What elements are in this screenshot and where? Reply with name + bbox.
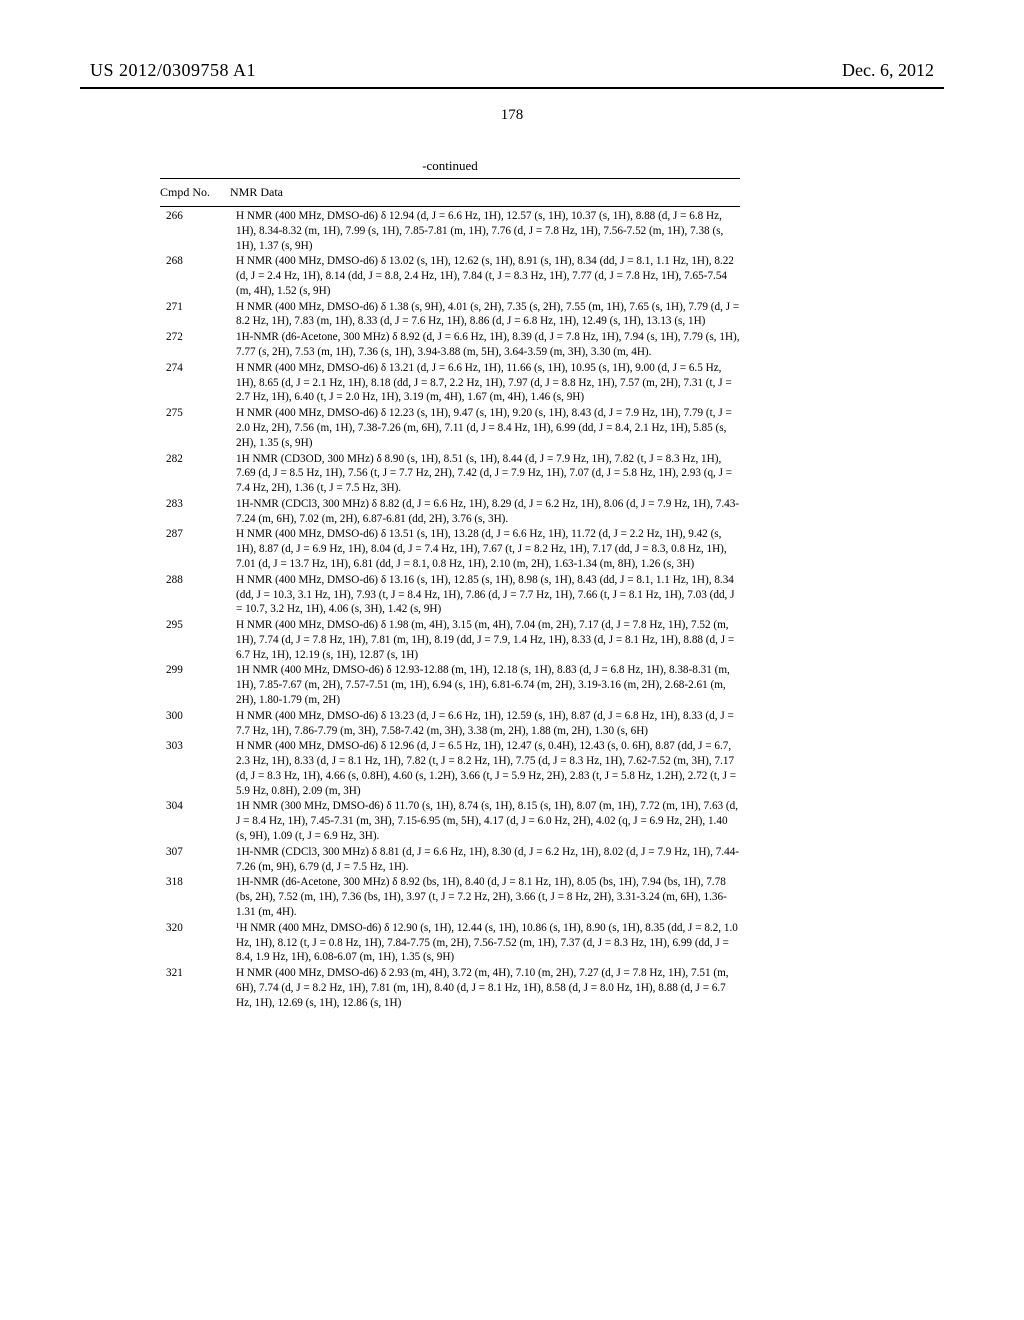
cell-cmpd-no: 272 — [160, 330, 236, 360]
cell-nmr-data: H NMR (400 MHz, DMSO-d6) δ 2.93 (m, 4H),… — [236, 966, 740, 1010]
cell-nmr-data: 1H-NMR (CDCl3, 300 MHz) δ 8.81 (d, J = 6… — [236, 845, 740, 875]
table-top-rule — [160, 178, 740, 179]
table-header-row: Cmpd No. NMR Data — [160, 181, 740, 204]
table-row: 2991H NMR (400 MHz, DMSO-d6) δ 12.93-12.… — [160, 663, 740, 707]
col-header-cmpd-no: Cmpd No. — [160, 185, 230, 200]
cell-nmr-data: 1H NMR (300 MHz, DMSO-d6) δ 11.70 (s, 1H… — [236, 799, 740, 843]
table-row: 2721H-NMR (d6-Acetone, 300 MHz) δ 8.92 (… — [160, 330, 740, 360]
publication-number: US 2012/0309758 A1 — [90, 60, 256, 81]
cell-nmr-data: H NMR (400 MHz, DMSO-d6) δ 13.51 (s, 1H)… — [236, 527, 740, 571]
table-row: 266H NMR (400 MHz, DMSO-d6) δ 12.94 (d, … — [160, 209, 740, 253]
cell-nmr-data: H NMR (400 MHz, DMSO-d6) δ 1.38 (s, 9H),… — [236, 300, 740, 330]
cell-nmr-data: H NMR (400 MHz, DMSO-d6) δ 13.16 (s, 1H)… — [236, 573, 740, 617]
cell-cmpd-no: 318 — [160, 875, 236, 919]
cell-cmpd-no: 274 — [160, 361, 236, 405]
cell-cmpd-no: 307 — [160, 845, 236, 875]
col-header-nmr-data: NMR Data — [230, 185, 740, 200]
table-row: 303H NMR (400 MHz, DMSO-d6) δ 12.96 (d, … — [160, 739, 740, 798]
page-number: 178 — [80, 107, 944, 124]
page-header: US 2012/0309758 A1 Dec. 6, 2012 — [80, 60, 944, 81]
cell-cmpd-no: 288 — [160, 573, 236, 617]
cell-nmr-data: H NMR (400 MHz, DMSO-d6) δ 13.02 (s, 1H)… — [236, 254, 740, 298]
table-row: 288H NMR (400 MHz, DMSO-d6) δ 13.16 (s, … — [160, 573, 740, 617]
cell-cmpd-no: 266 — [160, 209, 236, 253]
cell-nmr-data: H NMR (400 MHz, DMSO-d6) δ 12.96 (d, J =… — [236, 739, 740, 798]
table-row: 300H NMR (400 MHz, DMSO-d6) δ 13.23 (d, … — [160, 709, 740, 739]
table-row: 3181H-NMR (d6-Acetone, 300 MHz) δ 8.92 (… — [160, 875, 740, 919]
cell-cmpd-no: 268 — [160, 254, 236, 298]
table-row: 274H NMR (400 MHz, DMSO-d6) δ 13.21 (d, … — [160, 361, 740, 405]
cell-cmpd-no: 320 — [160, 921, 236, 965]
cell-cmpd-no: 287 — [160, 527, 236, 571]
cell-nmr-data: 1H-NMR (d6-Acetone, 300 MHz) δ 8.92 (bs,… — [236, 875, 740, 919]
cell-cmpd-no: 271 — [160, 300, 236, 330]
cell-nmr-data: H NMR (400 MHz, DMSO-d6) δ 12.23 (s, 1H)… — [236, 406, 740, 450]
cell-cmpd-no: 283 — [160, 497, 236, 527]
table-row: 268H NMR (400 MHz, DMSO-d6) δ 13.02 (s, … — [160, 254, 740, 298]
content: -continued Cmpd No. NMR Data 266H NMR (4… — [160, 158, 740, 1010]
cell-cmpd-no: 275 — [160, 406, 236, 450]
cell-nmr-data: 1H-NMR (CDCl3, 300 MHz) δ 8.82 (d, J = 6… — [236, 497, 740, 527]
cell-nmr-data: ¹H NMR (400 MHz, DMSO-d6) δ 12.90 (s, 1H… — [236, 921, 740, 965]
table-row: 287H NMR (400 MHz, DMSO-d6) δ 13.51 (s, … — [160, 527, 740, 571]
cell-cmpd-no: 295 — [160, 618, 236, 662]
page: US 2012/0309758 A1 Dec. 6, 2012 178 -con… — [0, 0, 1024, 1320]
table-row: 320¹H NMR (400 MHz, DMSO-d6) δ 12.90 (s,… — [160, 921, 740, 965]
table-mid-rule — [160, 206, 740, 207]
table-row: 321H NMR (400 MHz, DMSO-d6) δ 2.93 (m, 4… — [160, 966, 740, 1010]
cell-nmr-data: H NMR (400 MHz, DMSO-d6) δ 12.94 (d, J =… — [236, 209, 740, 253]
publication-date: Dec. 6, 2012 — [842, 60, 934, 81]
cell-nmr-data: H NMR (400 MHz, DMSO-d6) δ 1.98 (m, 4H),… — [236, 618, 740, 662]
cell-nmr-data: H NMR (400 MHz, DMSO-d6) δ 13.21 (d, J =… — [236, 361, 740, 405]
header-rule — [80, 87, 944, 89]
cell-nmr-data: 1H-NMR (d6-Acetone, 300 MHz) δ 8.92 (d, … — [236, 330, 740, 360]
table-row: 3071H-NMR (CDCl3, 300 MHz) δ 8.81 (d, J … — [160, 845, 740, 875]
cell-cmpd-no: 282 — [160, 452, 236, 496]
table-row: 295H NMR (400 MHz, DMSO-d6) δ 1.98 (m, 4… — [160, 618, 740, 662]
table-row: 3041H NMR (300 MHz, DMSO-d6) δ 11.70 (s,… — [160, 799, 740, 843]
continued-label: -continued — [160, 158, 740, 174]
cell-cmpd-no: 300 — [160, 709, 236, 739]
cell-nmr-data: H NMR (400 MHz, DMSO-d6) δ 13.23 (d, J =… — [236, 709, 740, 739]
cell-cmpd-no: 304 — [160, 799, 236, 843]
cell-nmr-data: 1H NMR (CD3OD, 300 MHz) δ 8.90 (s, 1H), … — [236, 452, 740, 496]
table-row: 2831H-NMR (CDCl3, 300 MHz) δ 8.82 (d, J … — [160, 497, 740, 527]
table-row: 271H NMR (400 MHz, DMSO-d6) δ 1.38 (s, 9… — [160, 300, 740, 330]
cell-cmpd-no: 303 — [160, 739, 236, 798]
cell-cmpd-no: 299 — [160, 663, 236, 707]
cell-nmr-data: 1H NMR (400 MHz, DMSO-d6) δ 12.93-12.88 … — [236, 663, 740, 707]
table-row: 2821H NMR (CD3OD, 300 MHz) δ 8.90 (s, 1H… — [160, 452, 740, 496]
table-body: 266H NMR (400 MHz, DMSO-d6) δ 12.94 (d, … — [160, 209, 740, 1010]
table-row: 275H NMR (400 MHz, DMSO-d6) δ 12.23 (s, … — [160, 406, 740, 450]
cell-cmpd-no: 321 — [160, 966, 236, 1010]
